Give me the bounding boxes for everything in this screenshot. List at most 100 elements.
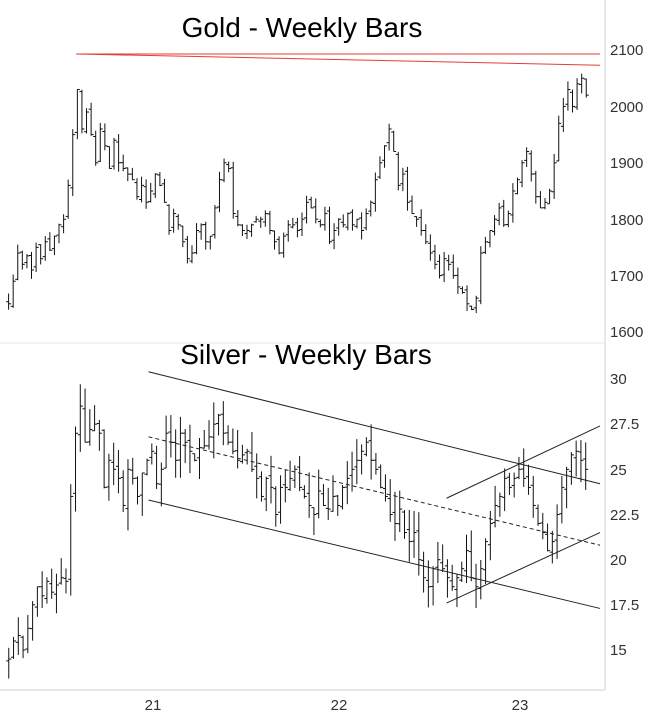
- gold-price-bar: [331, 223, 337, 250]
- gold-price-bar: [372, 172, 378, 212]
- gold-price-bars: [6, 73, 589, 314]
- gold-price-bar: [464, 285, 470, 311]
- silver-price-bar: [92, 405, 98, 432]
- silver-price-bar: [216, 413, 222, 436]
- silver-chart-title: Silver - Weekly Bars: [180, 339, 432, 370]
- silver-price-bar: [239, 444, 245, 464]
- silver-price-bar: [268, 455, 274, 504]
- silver-price-bar: [549, 530, 555, 564]
- gold-price-bar: [427, 234, 433, 261]
- gold-price-bar: [184, 235, 190, 264]
- gold-price-bar: [583, 78, 589, 98]
- silver-price-bar: [177, 416, 183, 478]
- silver-price-bar: [568, 452, 574, 485]
- silver-price-bar: [82, 388, 88, 443]
- silver-price-bar: [30, 601, 36, 641]
- gold-price-bar: [418, 209, 424, 236]
- silver-price-bar: [20, 635, 26, 659]
- gold-price-bar: [386, 123, 392, 151]
- silver-price-bar: [382, 474, 388, 502]
- silver-price-bar: [583, 442, 589, 490]
- gold-chart-title: Gold - Weekly Bars: [182, 12, 423, 43]
- silver-price-bar: [316, 469, 322, 519]
- gold-price-bar: [487, 229, 493, 248]
- silver-price-bar: [378, 464, 384, 489]
- silver-price-bar: [521, 448, 527, 487]
- gold-price-bar: [528, 150, 534, 182]
- x-tick-label: 21: [145, 697, 162, 714]
- gold-price-bar: [551, 153, 557, 199]
- gold-price-bar: [340, 214, 346, 228]
- silver-price-bar: [335, 494, 341, 516]
- y-tick-label: 22.5: [610, 507, 639, 524]
- silver-price-bar: [354, 439, 360, 485]
- silver-price-bar: [344, 461, 350, 505]
- gold-price-bar: [349, 209, 355, 231]
- silver-price-bar: [230, 428, 236, 455]
- silver-price-bar: [139, 472, 145, 516]
- silver-price-bar: [282, 469, 288, 503]
- gold-price-bar: [15, 244, 21, 281]
- silver-price-bar: [163, 415, 169, 469]
- gold-price-bar: [501, 199, 507, 227]
- silver-price-bar: [49, 568, 55, 599]
- silver-price-bar: [25, 614, 31, 654]
- silver-price-bar: [397, 490, 403, 532]
- y-tick-label: 30: [610, 371, 627, 388]
- gold-price-bar: [359, 212, 365, 240]
- silver-price-bar: [483, 538, 489, 584]
- silver-price-bar: [58, 558, 64, 585]
- silver-price-bar: [44, 577, 50, 604]
- silver-price-bar: [578, 440, 584, 483]
- gold-resistance-line: [76, 53, 601, 66]
- gold-price-bar: [437, 254, 443, 279]
- gold-price-bar: [51, 235, 57, 256]
- gold-price-bar: [56, 223, 62, 244]
- gold-price-bar: [446, 254, 452, 271]
- silver-price-bar: [301, 485, 307, 499]
- silver-price-bar: [106, 453, 112, 501]
- silver-price-bar: [34, 586, 40, 617]
- silver-price-bar: [416, 512, 422, 576]
- y-tick-label: 15: [610, 642, 627, 659]
- silver-price-bar: [206, 420, 212, 450]
- silver-price-bar: [325, 487, 331, 520]
- silver-price-bar: [402, 510, 408, 539]
- silver-price-bar: [487, 510, 493, 561]
- silver-price-bar: [287, 460, 293, 491]
- silver-price-bar: [87, 409, 93, 446]
- gold-price-bar: [304, 195, 310, 224]
- gold-price-bar: [478, 246, 484, 305]
- silver-price-bar: [545, 523, 551, 552]
- silver-price-bar: [101, 429, 107, 489]
- silver-price-bar: [11, 636, 17, 659]
- gold-price-bar: [74, 88, 80, 140]
- gold-price-bar: [441, 251, 447, 283]
- gold-price-bar: [299, 212, 305, 236]
- gold-price-bar: [290, 217, 296, 229]
- silver-price-bar: [220, 401, 226, 446]
- gold-price-bar: [120, 154, 126, 172]
- silver-price-bar: [573, 440, 579, 477]
- gold-price-bar: [148, 182, 154, 203]
- gold-price-bar: [194, 223, 200, 255]
- silver-price-bar: [421, 551, 427, 593]
- silver-price-bar: [535, 504, 541, 526]
- gold-price-bar: [258, 216, 264, 228]
- silver-price-bar: [430, 566, 436, 606]
- gold-price-bar: [542, 198, 548, 210]
- gold-price-bar: [267, 210, 273, 235]
- gold-price-bar: [450, 254, 456, 279]
- silver-price-bar: [278, 475, 284, 524]
- gold-price-bar: [70, 129, 76, 197]
- y-tick-label: 1800: [610, 212, 643, 229]
- gold-price-bar: [6, 293, 12, 310]
- gold-price-bar: [327, 206, 333, 244]
- y-tick-label: 25: [610, 462, 627, 479]
- silver-price-bar: [387, 479, 393, 522]
- y-tick-label: 1700: [610, 268, 643, 285]
- gold-price-bar: [134, 178, 140, 200]
- silver-price-bar: [502, 468, 508, 512]
- silver-channel-line: [148, 436, 601, 546]
